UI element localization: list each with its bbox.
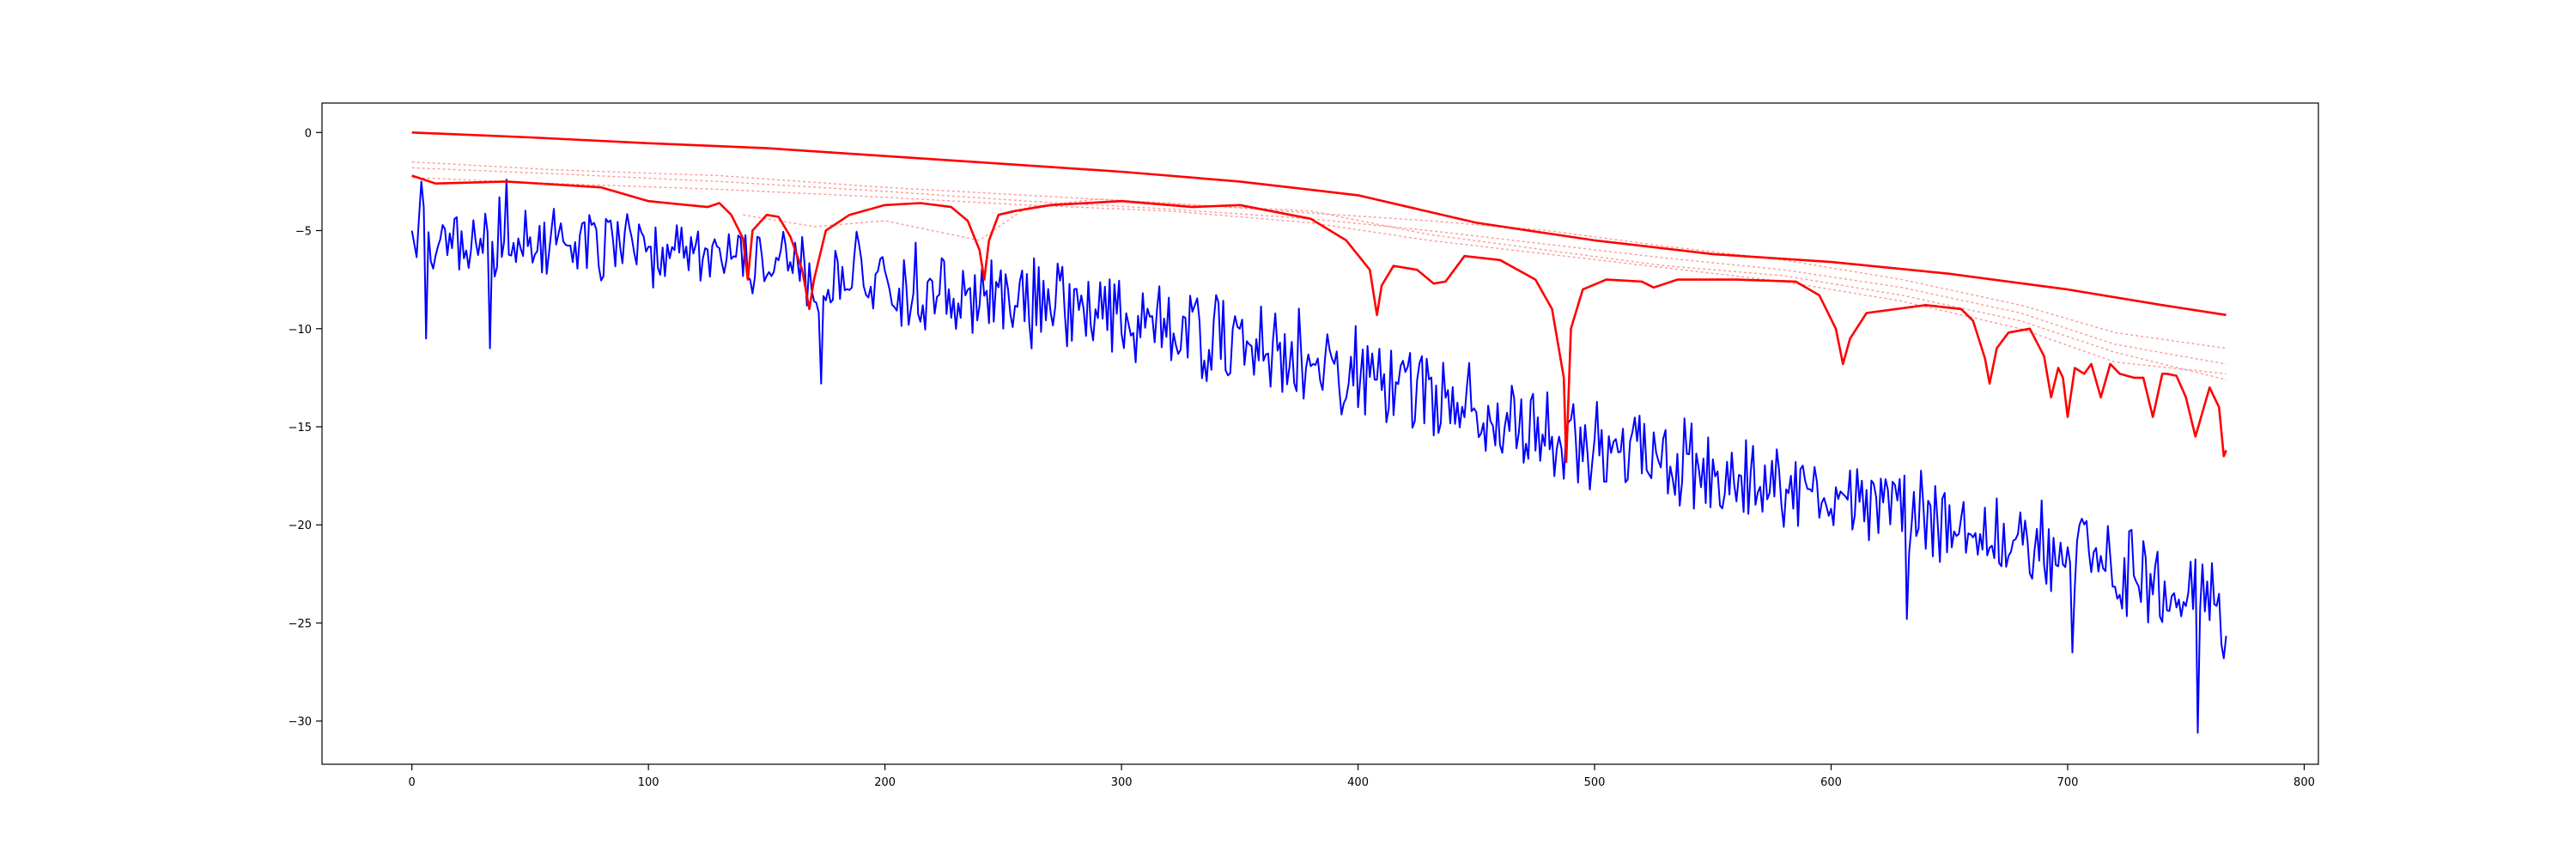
- envelope-series-layer: [411, 131, 2227, 464]
- y-tick-label: −10: [289, 324, 312, 337]
- x-tick-label: 200: [874, 776, 896, 789]
- x-tick-label: 700: [2057, 776, 2079, 789]
- y-tick-label: 0: [305, 127, 312, 140]
- x-tick-label: 100: [638, 776, 659, 789]
- series-line-faint-4: [411, 167, 2227, 365]
- x-tick-label: 500: [1584, 776, 1606, 789]
- series-line-faint-5: [411, 177, 2227, 374]
- noisy-series-layer: [410, 179, 2227, 734]
- y-tick-label: −20: [289, 520, 312, 532]
- series-line-noisy: [410, 179, 2227, 734]
- y-axis: 0 −5 −10 −15 −20 −25 −30: [289, 127, 322, 729]
- x-tick-label: 0: [409, 776, 416, 789]
- x-tick-label: 400: [1347, 776, 1369, 789]
- x-tick-label: 800: [2293, 776, 2315, 789]
- y-tick-label: −30: [289, 716, 312, 729]
- series-line-upper-envelope: [411, 131, 2227, 317]
- faint-series-layer: [411, 161, 2227, 380]
- plot-frame: [321, 102, 2319, 765]
- x-tick-label: 300: [1111, 776, 1133, 789]
- x-tick-label: 600: [1820, 776, 1842, 789]
- series-line-faint-6: [743, 198, 2227, 380]
- y-tick-label: −15: [289, 422, 312, 435]
- x-axis: 0 100 200 300 400 500 600 700 800: [409, 764, 2315, 789]
- series-line-faint-3: [411, 161, 2227, 349]
- series-line-lower-envelope: [411, 174, 2227, 464]
- y-tick-label: −25: [289, 617, 312, 630]
- y-tick-label: −5: [295, 226, 312, 239]
